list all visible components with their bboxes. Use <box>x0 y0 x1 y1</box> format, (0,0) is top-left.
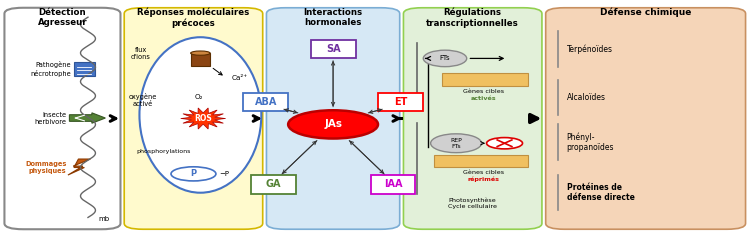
FancyBboxPatch shape <box>251 175 296 194</box>
Text: Réponses moléculaires
précoces: Réponses moléculaires précoces <box>137 8 250 28</box>
Text: FTs: FTs <box>440 55 450 61</box>
Text: Ca²⁺: Ca²⁺ <box>231 75 248 81</box>
Text: ET: ET <box>394 97 407 107</box>
Text: REP: REP <box>450 138 462 143</box>
Text: ROS: ROS <box>194 114 212 123</box>
FancyBboxPatch shape <box>404 8 542 229</box>
Text: JAs: JAs <box>324 119 342 129</box>
Text: phosphorylations: phosphorylations <box>136 150 190 155</box>
FancyBboxPatch shape <box>266 8 400 229</box>
Text: GA: GA <box>266 179 281 189</box>
Text: Détection
Agresseur: Détection Agresseur <box>38 8 87 27</box>
Text: mb: mb <box>99 216 109 222</box>
FancyBboxPatch shape <box>442 73 528 86</box>
Text: Cycle cellulaire: Cycle cellulaire <box>448 204 497 209</box>
Ellipse shape <box>140 37 261 193</box>
Text: réprimés: réprimés <box>468 177 500 182</box>
Polygon shape <box>70 113 105 123</box>
FancyBboxPatch shape <box>4 8 121 229</box>
Text: flux
d'ions: flux d'ions <box>130 47 151 60</box>
FancyBboxPatch shape <box>124 8 262 229</box>
FancyBboxPatch shape <box>546 8 746 229</box>
Polygon shape <box>181 108 226 129</box>
FancyBboxPatch shape <box>434 155 528 167</box>
Circle shape <box>288 110 378 139</box>
Text: −P: −P <box>219 171 229 177</box>
Circle shape <box>171 167 216 181</box>
FancyBboxPatch shape <box>190 53 210 66</box>
Ellipse shape <box>423 50 466 67</box>
Text: O₂: O₂ <box>195 94 203 100</box>
FancyBboxPatch shape <box>74 62 95 76</box>
Circle shape <box>487 138 523 149</box>
FancyBboxPatch shape <box>243 93 288 111</box>
Text: IAA: IAA <box>384 179 402 189</box>
FancyBboxPatch shape <box>378 93 423 111</box>
Text: Terpénoïdes: Terpénoïdes <box>567 44 613 54</box>
Text: Insecte
herbivore: Insecte herbivore <box>34 112 67 124</box>
Text: Protéines de
défense directe: Protéines de défense directe <box>567 183 634 202</box>
Text: SA: SA <box>326 44 340 54</box>
Text: Phényl-
propanoïdes: Phényl- propanoïdes <box>567 132 614 152</box>
Text: oxygène
activé: oxygène activé <box>129 93 157 107</box>
Text: Régulations
transcriptionnelles: Régulations transcriptionnelles <box>426 8 519 28</box>
FancyBboxPatch shape <box>370 175 416 194</box>
Text: Défense chimique: Défense chimique <box>600 8 692 17</box>
Text: ABA: ABA <box>254 97 277 107</box>
Text: Interactions
hormonales: Interactions hormonales <box>304 8 363 27</box>
Text: P: P <box>190 169 196 178</box>
Text: FTs: FTs <box>452 144 461 149</box>
Text: Gènes cibles: Gènes cibles <box>464 89 504 94</box>
Text: Photosynthèse: Photosynthèse <box>448 197 497 203</box>
Text: Pathogène
nécrotrophe: Pathogène nécrotrophe <box>30 61 71 77</box>
Text: Alcaloïdes: Alcaloïdes <box>567 93 606 102</box>
Text: activés: activés <box>471 96 496 101</box>
Polygon shape <box>68 159 91 175</box>
Text: Gènes cibles: Gènes cibles <box>464 170 504 175</box>
Ellipse shape <box>430 134 482 153</box>
Ellipse shape <box>190 51 210 55</box>
FancyBboxPatch shape <box>310 40 356 58</box>
Text: Dommages
physiques: Dommages physiques <box>25 160 67 173</box>
